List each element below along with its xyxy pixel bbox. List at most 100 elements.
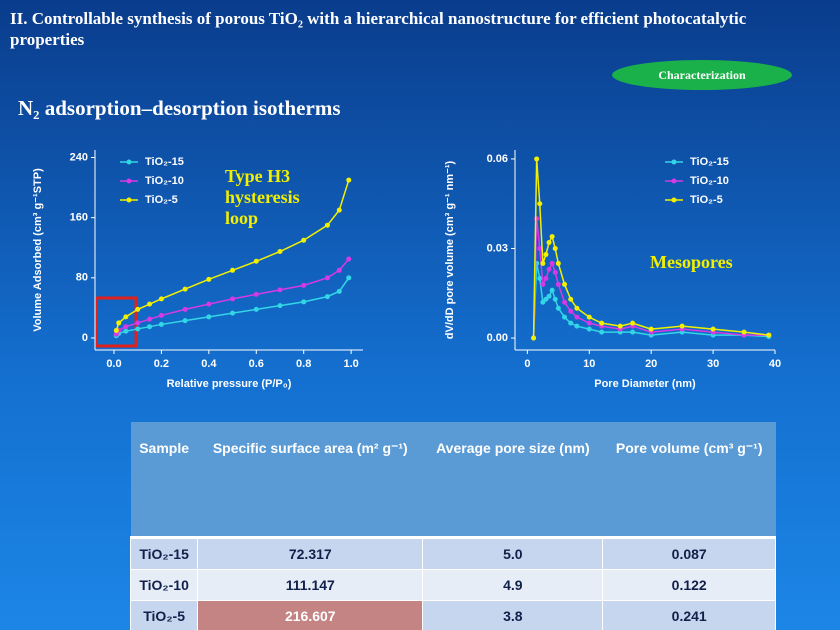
marker — [679, 323, 685, 329]
marker — [546, 240, 552, 246]
marker — [158, 296, 164, 302]
x-tick-label: 20 — [645, 358, 657, 370]
legend-label: TiO₂-5 — [145, 194, 178, 206]
marker — [599, 329, 605, 335]
table-cell: 5.0 — [422, 537, 604, 570]
marker — [206, 276, 212, 282]
x-tick-label: 0.0 — [106, 358, 121, 370]
marker — [562, 299, 568, 305]
marker — [277, 287, 283, 293]
y-tick-label: 0.03 — [487, 242, 508, 254]
slide-title: II. Controllable synthesis of porous TiO… — [10, 9, 747, 49]
annotation: Mesopores — [650, 252, 733, 272]
marker — [301, 299, 307, 305]
marker — [543, 251, 549, 257]
marker — [147, 301, 153, 307]
marker — [182, 306, 188, 312]
marker — [336, 288, 342, 294]
marker — [230, 310, 236, 316]
header-cell: Average pore size (nm) — [422, 422, 603, 539]
y-tick-label: 0 — [82, 332, 88, 344]
marker — [568, 320, 574, 326]
marker — [135, 320, 141, 326]
marker — [113, 331, 119, 337]
marker — [158, 312, 164, 318]
y-tick-label: 0.00 — [487, 332, 508, 344]
table-cell: 0.087 — [602, 537, 776, 570]
legend-marker — [126, 159, 132, 165]
heading: N₂ adsorption–desorption isotherms — [18, 96, 341, 120]
marker — [562, 314, 568, 320]
marker — [546, 293, 552, 299]
marker — [324, 275, 330, 281]
x-tick-label: 0.6 — [249, 358, 264, 370]
x-axis-label: Relative pressure (P/P₀) — [167, 378, 292, 390]
marker — [540, 281, 546, 287]
marker — [574, 323, 580, 329]
marker — [710, 326, 716, 332]
table-cell: 0.122 — [602, 569, 776, 601]
y-axis-label: Volume Adsorbed (cm³ g⁻¹STP) — [32, 168, 44, 332]
header-cell: Specific surface area (m² g⁻¹) — [197, 422, 423, 539]
legend-marker — [126, 178, 132, 184]
table-cell: 72.317 — [197, 537, 424, 570]
marker — [537, 201, 543, 207]
marker — [552, 296, 558, 302]
marker — [552, 269, 558, 275]
marker — [543, 296, 549, 302]
marker — [346, 177, 352, 183]
y-tick-label: 240 — [70, 151, 88, 163]
x-axis-label: Pore Diameter (nm) — [594, 378, 696, 390]
marker — [123, 324, 129, 330]
table-cell: TiO₂-5 — [129, 600, 199, 630]
marker — [555, 260, 561, 266]
marker — [543, 275, 549, 281]
table-cell: TiO₂-15 — [129, 537, 199, 570]
marker — [537, 275, 543, 281]
x-tick-label: 0.4 — [201, 358, 217, 370]
marker — [113, 327, 119, 333]
table-cell: 3.8 — [422, 600, 604, 630]
x-tick-label: 40 — [769, 358, 781, 370]
marker — [537, 246, 543, 252]
marker — [546, 266, 552, 272]
marker — [552, 246, 558, 252]
legend-marker — [126, 197, 132, 203]
x-tick-label: 1.0 — [343, 358, 358, 370]
marker — [253, 306, 259, 312]
marker — [324, 294, 330, 300]
legend-marker — [671, 159, 677, 165]
charts: 0.0 0.2 0.4 0.6 0.8 1.0 0 80 160 240 Relative pres… — [32, 151, 781, 390]
marker — [277, 303, 283, 309]
badge[interactable]: Characterization — [612, 60, 792, 90]
marker — [586, 314, 592, 320]
marker — [555, 305, 561, 311]
marker — [648, 326, 654, 332]
x-tick-label: 10 — [583, 358, 595, 370]
marker — [549, 234, 555, 240]
marker — [540, 299, 546, 305]
marker — [574, 305, 580, 311]
header-cell: Sample — [130, 422, 198, 539]
marker — [586, 320, 592, 326]
table-cell: 4.9 — [422, 569, 604, 601]
table-cell: 216.607 — [197, 600, 424, 630]
y-tick-label: 80 — [76, 272, 88, 284]
legend-label: TiO₂-5 — [690, 194, 723, 206]
x-tick-label: 0 — [524, 358, 530, 370]
marker — [230, 296, 236, 302]
legend-label: TiO₂-10 — [145, 175, 184, 187]
marker — [574, 314, 580, 320]
marker — [336, 267, 342, 273]
marker — [147, 316, 153, 322]
table: Sample Specific surface area (m² g⁻¹) Av… — [129, 422, 776, 630]
x-tick-label: 0.2 — [154, 358, 169, 370]
marker — [277, 249, 283, 255]
marker — [540, 260, 546, 266]
marker — [230, 267, 236, 273]
marker — [301, 237, 307, 243]
table-body: TiO₂-15 72.317 5.0 0.087 TiO₂-10 111.147 4.9 0.… — [129, 537, 776, 630]
marker — [346, 275, 352, 281]
table-row: TiO₂-15 72.317 5.0 0.087 — [129, 537, 776, 570]
